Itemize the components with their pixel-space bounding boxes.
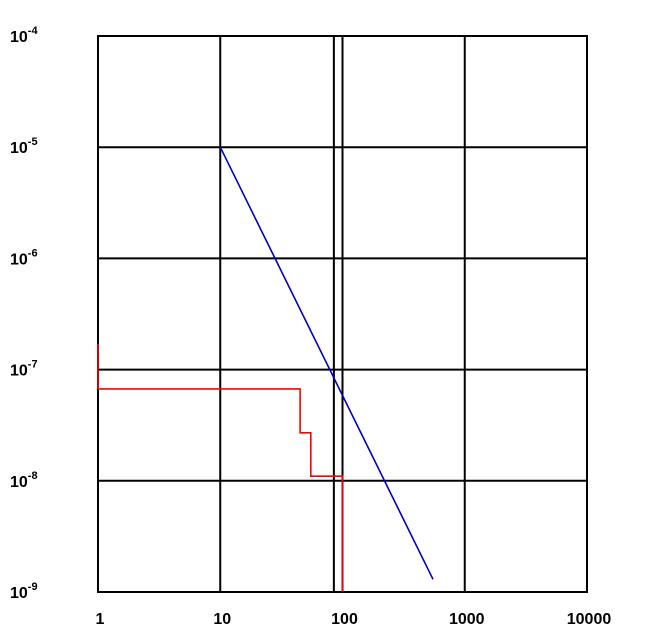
x-tick-label: 1000: [449, 611, 485, 628]
y-tick-label: 10-5: [10, 136, 38, 157]
x-tick-labels: 1 10 100 1000 10000: [96, 611, 612, 628]
y-tick-labels: 10-4 10-5 10-6 10-7 10-8 10-9: [10, 25, 38, 602]
x-tick-label: 10: [213, 611, 231, 628]
series-line-1: [219, 146, 434, 580]
series-group: [97, 146, 434, 592]
y-tick-label: 10-9: [10, 581, 38, 602]
y-tick-label: 10-8: [10, 470, 38, 491]
y-tick-label: 10-6: [10, 247, 38, 268]
y-tick-label: 10-7: [10, 359, 38, 380]
x-tick-label: 10000: [567, 611, 612, 628]
y-tick-label: 10-4: [10, 25, 38, 46]
x-tick-label: 1: [96, 611, 105, 628]
x-tick-label: 100: [331, 611, 358, 628]
series-line-2: [97, 344, 344, 592]
